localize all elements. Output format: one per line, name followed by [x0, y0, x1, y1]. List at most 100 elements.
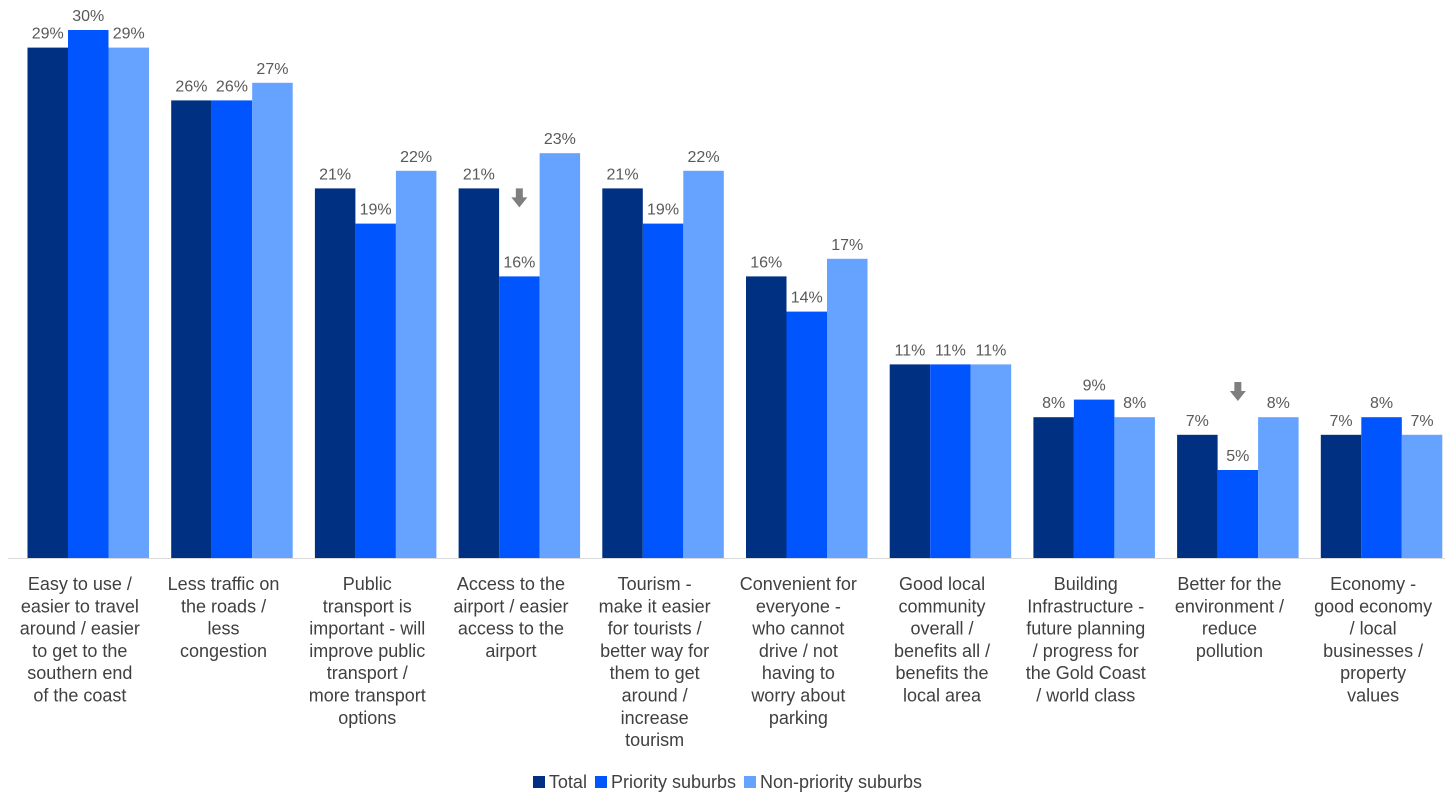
bar — [602, 188, 643, 558]
legend-swatch — [744, 776, 756, 788]
bar — [395, 170, 437, 559]
legend-item: Non-priority suburbs — [744, 772, 922, 793]
category-label: Building — [1054, 574, 1118, 594]
data-label: 30% — [72, 8, 104, 25]
data-label: 7% — [1329, 413, 1352, 430]
category-label: who cannot — [751, 619, 844, 639]
category-label: / world class — [1036, 686, 1135, 706]
category-label: / progress for — [1033, 641, 1139, 661]
category-label: Easy to use / — [28, 574, 132, 594]
category-label: Tourism - — [618, 574, 692, 594]
category-label: values — [1347, 686, 1399, 706]
data-label: 22% — [688, 149, 720, 166]
down-arrow-icon — [511, 188, 528, 208]
category-label: Less traffic on — [168, 574, 280, 594]
category-label: businesses / — [1323, 641, 1423, 661]
category-label: options — [338, 708, 396, 728]
legend-label: Non-priority suburbs — [760, 771, 923, 792]
bar — [930, 364, 971, 558]
bar — [786, 311, 827, 558]
category-label: parking — [769, 708, 828, 728]
category-label: the roads / — [181, 596, 266, 616]
category-label: Access to the — [457, 574, 565, 594]
data-label: 8% — [1042, 395, 1065, 412]
bar — [746, 276, 787, 558]
category-label: airport / easier — [453, 596, 568, 616]
category-label: environment / — [1175, 596, 1284, 616]
down-arrow-icon — [1229, 382, 1246, 401]
data-label: 8% — [1123, 395, 1146, 412]
data-label: 8% — [1370, 395, 1393, 412]
category-label: tourism — [625, 730, 684, 750]
category-label: worry about — [750, 686, 845, 706]
category-label: airport — [485, 641, 536, 661]
category-label: access to the — [458, 619, 564, 639]
data-label: 17% — [831, 237, 863, 254]
category-label: them to get — [610, 663, 700, 683]
category-label: easier to travel — [21, 596, 139, 616]
data-label: 5% — [1226, 448, 1249, 465]
category-label: transport is — [323, 596, 412, 616]
data-label: 7% — [1410, 413, 1433, 430]
category-label: pollution — [1196, 641, 1263, 661]
category-label: better way for — [600, 641, 709, 661]
bar — [314, 188, 356, 558]
data-label: 21% — [319, 166, 351, 183]
bar — [27, 47, 68, 558]
category-label: future planning — [1026, 619, 1145, 639]
category-label: Economy - — [1330, 574, 1416, 594]
bar — [827, 258, 868, 558]
category-label: property — [1340, 663, 1406, 683]
category-label: having to — [762, 663, 835, 683]
category-label: reduce — [1202, 619, 1257, 639]
category-label: improve public — [309, 641, 425, 661]
data-label: 9% — [1083, 378, 1106, 395]
category-label: Good local — [899, 574, 985, 594]
bar — [499, 276, 540, 558]
legend-swatch — [532, 776, 545, 788]
legend-swatch — [594, 776, 607, 788]
bar — [1033, 417, 1074, 558]
legend: Total Priority suburbs Non-priority suburb… — [0, 770, 1455, 794]
category-label: community — [899, 596, 986, 616]
category-label: benefits all / — [894, 641, 990, 661]
category-label: Infrastructure - — [1027, 596, 1144, 616]
category-label: Better for the — [1177, 574, 1281, 594]
category-label: increase — [621, 708, 689, 728]
bar — [539, 153, 581, 558]
category-label: Convenient for — [740, 574, 857, 594]
category-label: make it easier — [599, 596, 711, 616]
category-label: around / — [622, 686, 688, 706]
bar — [1114, 417, 1155, 558]
data-label: 27% — [256, 61, 288, 78]
data-label: 21% — [607, 166, 639, 183]
bar — [642, 223, 684, 558]
data-label: 11% — [895, 342, 926, 359]
legend-item: Total — [532, 772, 587, 793]
category-label: for tourists / — [608, 619, 702, 639]
category-label: southern end — [27, 663, 132, 683]
data-label: 11% — [935, 342, 966, 359]
data-label: 23% — [544, 131, 576, 148]
data-label: 19% — [647, 202, 679, 219]
data-label: 8% — [1267, 395, 1290, 412]
bar — [889, 364, 931, 558]
category-label: the Gold Coast — [1026, 663, 1146, 683]
bar — [1361, 417, 1402, 558]
bar — [355, 223, 396, 558]
bar — [171, 100, 212, 559]
category-label: Public — [343, 574, 392, 594]
data-label: 22% — [400, 149, 432, 166]
bar — [1401, 434, 1443, 558]
data-label: 16% — [503, 254, 535, 271]
category-label: more transport — [309, 686, 426, 706]
bar — [211, 100, 253, 559]
data-label: 7% — [1186, 413, 1209, 430]
bar — [108, 47, 149, 558]
category-label: everyone - — [756, 596, 841, 616]
bar — [458, 188, 500, 558]
category-label: / local — [1350, 619, 1397, 639]
data-label: 19% — [360, 202, 392, 219]
bar — [252, 82, 293, 559]
